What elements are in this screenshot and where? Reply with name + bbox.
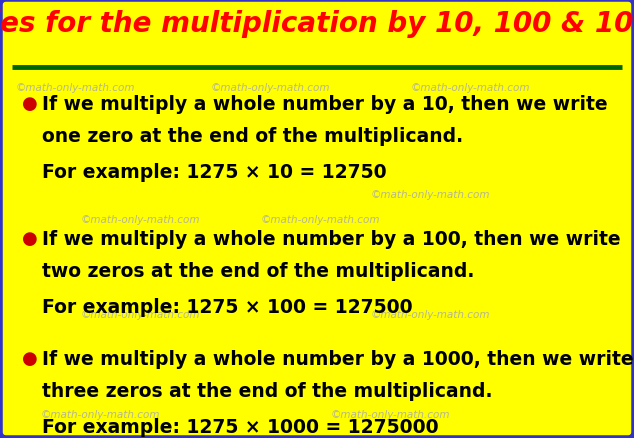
Text: two zeros at the end of the multiplicand.: two zeros at the end of the multiplicand…	[42, 261, 474, 280]
Text: ©math-only-math.com: ©math-only-math.com	[40, 409, 160, 419]
Text: If we multiply a whole number by a 100, then we write: If we multiply a whole number by a 100, …	[42, 230, 621, 248]
Text: ©math-only-math.com: ©math-only-math.com	[81, 215, 200, 225]
Text: ©math-only-math.com: ©math-only-math.com	[330, 409, 450, 419]
Text: three zeros at the end of the multiplicand.: three zeros at the end of the multiplica…	[42, 381, 493, 400]
Text: For example: 1275 × 10 = 12750: For example: 1275 × 10 = 12750	[42, 162, 387, 182]
Text: ©math-only-math.com: ©math-only-math.com	[370, 190, 489, 200]
Text: ●: ●	[22, 349, 38, 367]
Text: one zero at the end of the multiplicand.: one zero at the end of the multiplicand.	[42, 127, 463, 146]
Text: ©math-only-math.com: ©math-only-math.com	[81, 309, 200, 319]
Text: If we multiply a whole number by a 1000, then we write: If we multiply a whole number by a 1000,…	[42, 349, 633, 368]
Text: ©math-only-math.com: ©math-only-math.com	[260, 215, 380, 225]
Text: ●: ●	[22, 230, 38, 247]
Text: ©math-only-math.com: ©math-only-math.com	[370, 309, 489, 319]
Text: ©math-only-math.com: ©math-only-math.com	[410, 83, 530, 93]
Text: Rules for the multiplication by 10, 100 & 1000.: Rules for the multiplication by 10, 100 …	[0, 10, 634, 38]
Text: For example: 1275 × 1000 = 1275000: For example: 1275 × 1000 = 1275000	[42, 417, 439, 436]
Text: ©math-only-math.com: ©math-only-math.com	[15, 83, 135, 93]
Text: ●: ●	[22, 95, 38, 113]
Text: If we multiply a whole number by a 10, then we write: If we multiply a whole number by a 10, t…	[42, 95, 607, 114]
Text: For example: 1275 × 100 = 127500: For example: 1275 × 100 = 127500	[42, 297, 413, 316]
Text: ©math-only-math.com: ©math-only-math.com	[210, 83, 330, 93]
